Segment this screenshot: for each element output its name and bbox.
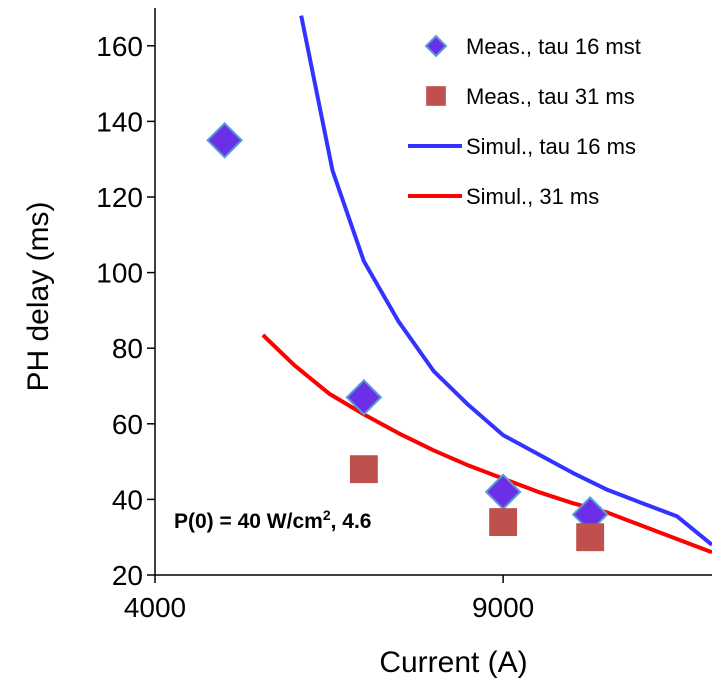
annotation-box: P(0) = 40 W/cm2, 4.6 [160,494,460,546]
legend-label-2: Meas., tau 31 ms [466,84,635,109]
data-point-s2-1 [349,455,378,484]
y-tick-label-160: 160 [96,31,143,62]
x-axis-title: Current (A) [379,646,527,679]
data-point-s1-3 [484,473,522,511]
annotation-background [160,494,460,546]
legend: Meas., tau 16 mst Meas., tau 31 ms Simul.,… [408,34,641,209]
y-axis-title: PH delay (ms) [22,201,55,391]
annotation-text: P(0) = 40 W/cm2, 4.6 [174,507,371,533]
x-tick-label-4000: 4000 [124,592,186,623]
legend-swatch-2 [426,86,446,106]
y-tick-label-20: 20 [112,560,143,591]
data-point-s2-2 [489,508,518,537]
series-line-3 [299,15,712,547]
data-point-s1-1 [206,121,244,159]
y-tick-label-140: 140 [96,106,143,137]
legend-label-3: Simul., tau 16 ms [466,134,636,159]
legend-label-4: Simul., 31 ms [466,184,599,209]
y-tick-label-40: 40 [112,484,143,515]
plot-area [206,15,712,555]
y-tick-label-100: 100 [96,258,143,289]
data-point-s1-2 [345,378,383,416]
data-point-s2-3 [576,523,605,552]
x-tick-label-9000: 9000 [472,592,534,623]
y-tick-label-60: 60 [112,409,143,440]
legend-swatch-1 [424,34,448,58]
axes: 20 40 60 80 100 120 140 160 4000 9000 Current (A) P… [22,8,712,679]
series-line-4 [261,333,712,555]
legend-label-1: Meas., tau 16 mst [466,34,641,59]
y-tick-label-120: 120 [96,182,143,213]
y-tick-label-80: 80 [112,333,143,364]
